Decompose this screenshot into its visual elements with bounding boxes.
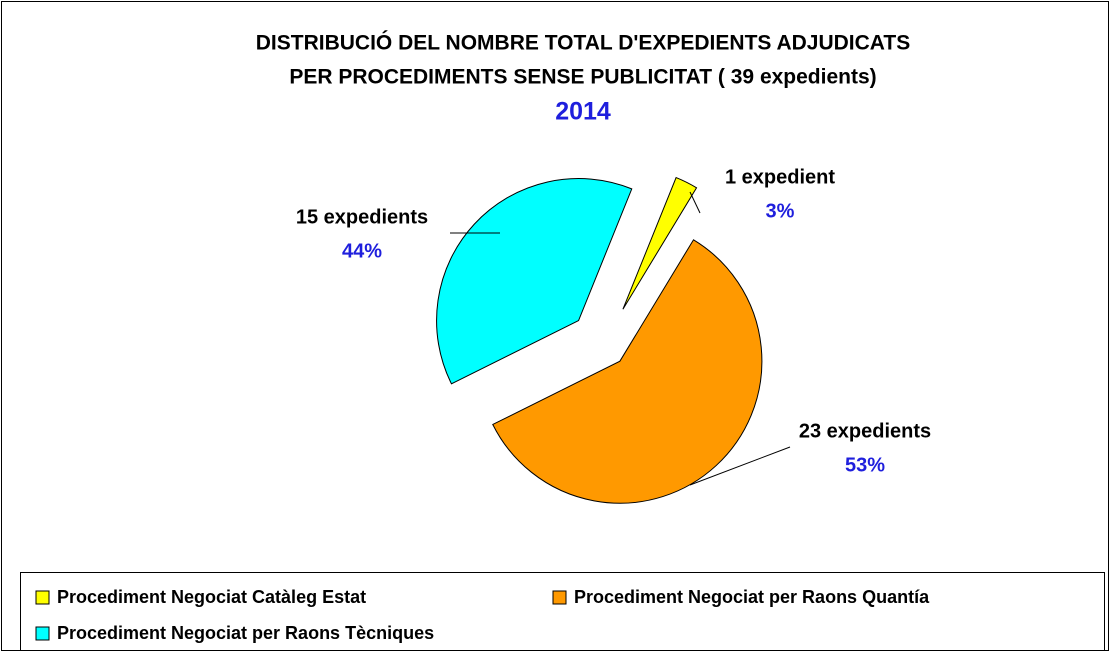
chart-title: DISTRIBUCIÓ DEL NOMBRE TOTAL D'EXPEDIENT… <box>256 31 911 55</box>
data-label: 15 expedients <box>296 206 428 228</box>
percent-label: 44% <box>342 240 382 262</box>
percent-label: 3% <box>766 200 795 222</box>
legend-label: Procediment Negociat per Raons Quantía <box>574 587 930 607</box>
legend-label: Procediment Negociat Catàleg Estat <box>57 587 366 607</box>
pie-slice <box>622 176 698 310</box>
percent-label: 53% <box>845 454 885 476</box>
data-label: 1 expedient <box>725 166 835 188</box>
legend <box>20 572 1105 651</box>
chart-title: PER PROCEDIMENTS SENSE PUBLICITAT ( 39 e… <box>289 66 876 89</box>
pie-slice <box>436 178 633 385</box>
leader-line <box>689 191 701 214</box>
chart-subtitle: 2014 <box>555 98 611 126</box>
legend-swatch <box>35 626 50 641</box>
legend-label: Procediment Negociat per Raons Tècniques <box>57 623 434 643</box>
leader-line <box>689 446 791 486</box>
legend-swatch <box>552 590 567 605</box>
pie-slice <box>492 239 763 504</box>
legend-swatch <box>35 590 50 605</box>
data-label: 23 expedients <box>799 420 931 442</box>
